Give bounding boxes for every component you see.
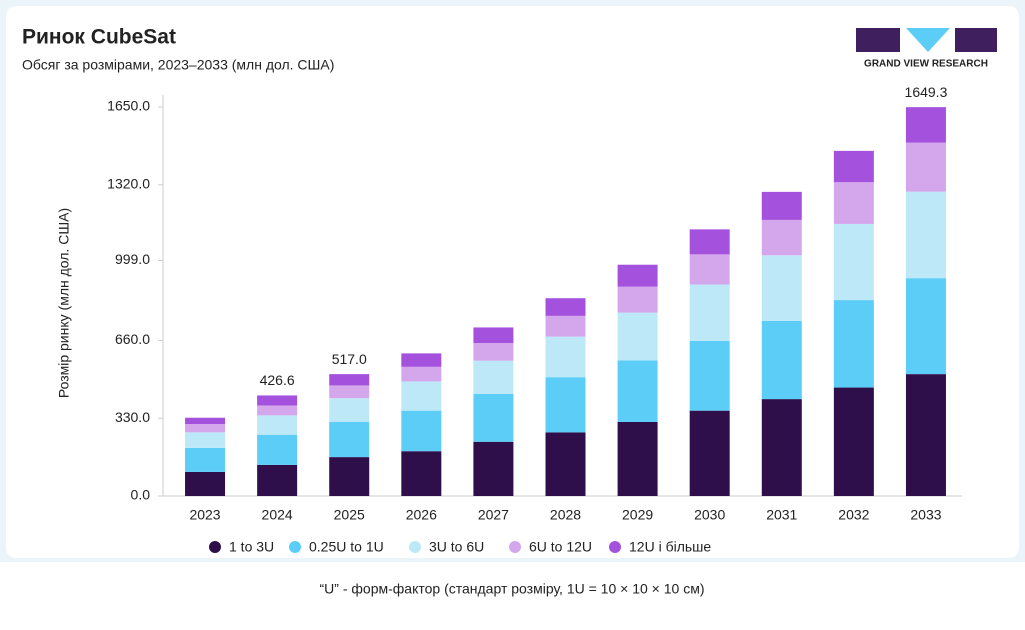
- footer-bg: [0, 562, 1025, 625]
- bar-segment: [473, 342, 514, 361]
- bar-segment: [185, 432, 226, 448]
- x-tick-label: 2026: [406, 507, 437, 523]
- bar-segment: [401, 381, 442, 411]
- total-label: 517.0: [332, 351, 367, 367]
- bar-segment: [545, 315, 586, 337]
- x-tick-label: 2027: [478, 507, 509, 523]
- bar-segment: [185, 447, 226, 472]
- bar-segment: [401, 410, 442, 452]
- bar-segment: [545, 298, 586, 316]
- bar-segment: [473, 393, 514, 442]
- x-tick-label: 2029: [622, 507, 653, 523]
- bar-segment: [617, 360, 658, 422]
- bar-segment: [689, 410, 730, 496]
- chart-title: Ринок CubeSat: [22, 26, 176, 49]
- y-tick-label: 660.0: [115, 331, 150, 347]
- bar-segment: [257, 464, 298, 496]
- bar-segment: [905, 107, 946, 143]
- bar-segment: [473, 327, 514, 343]
- bar-segment: [329, 374, 370, 386]
- legend-label: 0.25U to 1U: [309, 539, 384, 555]
- legend-marker: [209, 541, 221, 553]
- bar-segment: [545, 432, 586, 496]
- x-tick-label: 2028: [550, 507, 581, 523]
- legend-label: 12U і більше: [629, 539, 711, 555]
- x-tick-label: 2032: [838, 507, 869, 523]
- y-tick-label: 999.0: [115, 251, 150, 267]
- bar-segment: [329, 457, 370, 496]
- bar-segment: [905, 142, 946, 192]
- bar-segment: [401, 451, 442, 496]
- bar-segment: [401, 353, 442, 367]
- bar-segment: [905, 278, 946, 375]
- y-tick-label: 330.0: [115, 409, 150, 425]
- bar-segment: [185, 471, 226, 496]
- bar-segment: [761, 255, 802, 321]
- bar-segment: [473, 441, 514, 496]
- x-tick-label: 2030: [694, 507, 725, 523]
- bar-segment: [833, 223, 874, 301]
- bar-segment: [473, 360, 514, 394]
- logo-block: [955, 28, 997, 52]
- x-tick-label: 2023: [189, 507, 220, 523]
- footnote: “U” - форм-фактор (стандарт розміру, 1U …: [320, 581, 705, 597]
- bar-segment: [545, 336, 586, 378]
- bar-segment: [833, 300, 874, 388]
- bar-segment: [689, 284, 730, 341]
- bar-segment: [257, 395, 298, 406]
- bar-segment: [905, 374, 946, 496]
- bar-segment: [761, 191, 802, 220]
- legend-label: 6U to 12U: [529, 539, 592, 555]
- brand: GRAND VIEW RESEARCH: [864, 59, 988, 70]
- bar-segment: [761, 219, 802, 256]
- bar-segment: [617, 312, 658, 361]
- bar-segment: [689, 340, 730, 411]
- bar-segment: [329, 421, 370, 458]
- legend-marker: [409, 541, 421, 553]
- bar-segment: [689, 254, 730, 285]
- y-tick-label: 1650.0: [107, 98, 150, 114]
- logo: GRAND VIEW RESEARCH: [856, 28, 997, 70]
- bar-segment: [617, 421, 658, 496]
- legend-marker: [509, 541, 521, 553]
- bar-segment: [257, 434, 298, 465]
- bar-segment: [761, 399, 802, 496]
- total-label: 426.6: [260, 372, 295, 388]
- bar-segment: [833, 182, 874, 224]
- x-tick-label: 2033: [910, 507, 941, 523]
- bar-segment: [833, 150, 874, 183]
- bar-segment: [257, 405, 298, 416]
- y-tick-label: 1320.0: [107, 176, 150, 192]
- bar-segment: [905, 191, 946, 279]
- bar-segment: [329, 385, 370, 399]
- legend-marker: [609, 541, 621, 553]
- bar-segment: [185, 417, 226, 425]
- total-label: 1649.3: [905, 84, 948, 100]
- logo-block: [906, 28, 950, 52]
- bar-segment: [761, 320, 802, 400]
- bar-segment: [329, 398, 370, 422]
- legend-marker: [289, 541, 301, 553]
- bar-segment: [545, 377, 586, 433]
- logo-block: [856, 28, 900, 52]
- x-tick-label: 2031: [766, 507, 797, 523]
- bar-segment: [617, 264, 658, 287]
- bar-segment: [185, 424, 226, 433]
- bar-segment: [617, 286, 658, 313]
- bar-segment: [401, 366, 442, 382]
- x-tick-label: 2024: [262, 507, 293, 523]
- y-tick-label: 0.0: [131, 487, 151, 503]
- bar-segment: [689, 229, 730, 255]
- legend-label: 3U to 6U: [429, 539, 484, 555]
- legend-label: 1 to 3U: [229, 539, 274, 555]
- bar-segment: [257, 415, 298, 435]
- y-axis-label: Розмір ринку (млн дол. США): [56, 208, 72, 398]
- chart-subtitle: Обсяг за розмірами, 2023–2033 (млн дол. …: [22, 57, 334, 73]
- bar-segment: [833, 387, 874, 496]
- x-tick-label: 2025: [334, 507, 365, 523]
